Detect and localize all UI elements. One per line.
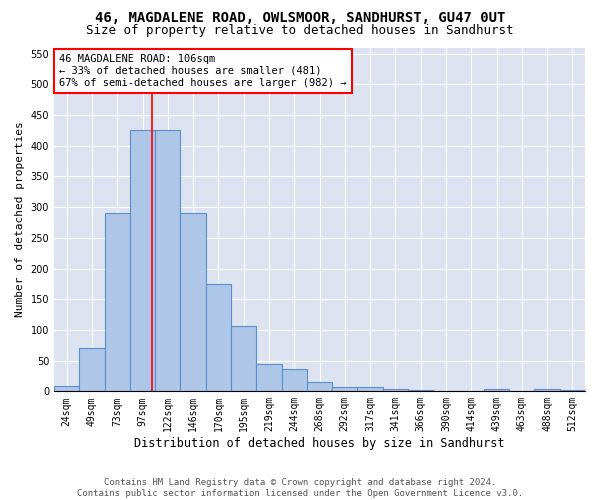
Text: Contains HM Land Registry data © Crown copyright and database right 2024.
Contai: Contains HM Land Registry data © Crown c… [77, 478, 523, 498]
Bar [256, 364, 281, 392]
Bar [104, 212, 130, 392]
Y-axis label: Number of detached properties: Number of detached properties [15, 122, 25, 318]
Bar [79, 348, 104, 392]
Text: 46 MAGDALENE ROAD: 106sqm
← 33% of detached houses are smaller (481)
67% of semi: 46 MAGDALENE ROAD: 106sqm ← 33% of detac… [59, 54, 347, 88]
Bar [408, 390, 433, 392]
Bar [231, 326, 256, 392]
Bar [484, 390, 509, 392]
Bar [332, 387, 358, 392]
Text: Size of property relative to detached houses in Sandhurst: Size of property relative to detached ho… [86, 24, 514, 37]
Bar [535, 390, 560, 392]
Bar [206, 284, 231, 392]
Bar [307, 382, 332, 392]
Bar [54, 386, 79, 392]
Bar [155, 130, 181, 392]
Bar [358, 387, 383, 392]
Bar [281, 368, 307, 392]
Bar [130, 130, 155, 392]
Text: 46, MAGDALENE ROAD, OWLSMOOR, SANDHURST, GU47 0UT: 46, MAGDALENE ROAD, OWLSMOOR, SANDHURST,… [95, 11, 505, 25]
Bar [181, 212, 206, 392]
X-axis label: Distribution of detached houses by size in Sandhurst: Distribution of detached houses by size … [134, 437, 505, 450]
Bar [560, 390, 585, 392]
Bar [383, 390, 408, 392]
